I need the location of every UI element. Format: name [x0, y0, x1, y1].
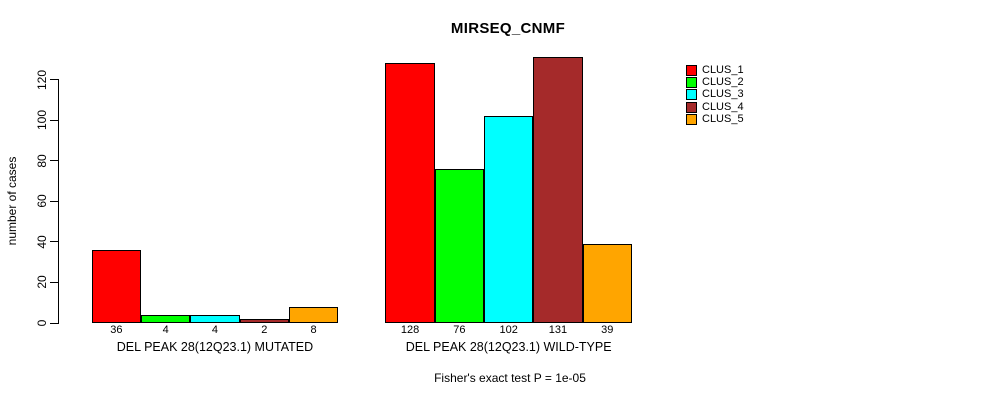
legend-swatch: [686, 101, 697, 113]
y-tick-label: 0: [35, 319, 49, 327]
legend-label: CLUS_3: [702, 88, 744, 101]
y-tick-label: 100: [35, 110, 49, 131]
legend-swatch: [686, 89, 697, 101]
y-axis-line: [58, 79, 59, 324]
legend-label: CLUS_1: [702, 63, 744, 76]
bar-value-label: 128: [400, 324, 420, 336]
bar-clus_1-group1: [91, 250, 141, 323]
legend-item: CLUS_4: [686, 101, 744, 113]
bar-value-label: 8: [310, 324, 317, 336]
legend-swatch: [686, 64, 697, 76]
legend-item: CLUS_5: [686, 114, 744, 126]
y-tick: [50, 160, 58, 162]
legend-label: CLUS_5: [702, 113, 744, 126]
bar-value-label: 36: [110, 324, 123, 336]
y-tick: [50, 322, 58, 324]
y-tick: [50, 281, 58, 283]
legend-item: CLUS_3: [686, 89, 744, 101]
legend-label: CLUS_4: [702, 100, 744, 113]
bar-value-label: 2: [261, 324, 268, 336]
chart-title: MIRSEQ_CNMF: [450, 20, 566, 37]
bar-clus_5-group2: [582, 243, 632, 323]
bar-clus_4-group1: [239, 318, 289, 323]
bar-clus_2-group2: [434, 168, 484, 323]
y-tick: [50, 200, 58, 202]
group-label: DEL PEAK 28(12Q23.1) MUTATED: [116, 340, 314, 354]
bar-value-label: 4: [211, 324, 218, 336]
bar-clus_1-group2: [385, 63, 435, 323]
y-tick: [50, 119, 58, 121]
bar-value-label: 39: [601, 324, 614, 336]
bar-value-label: 102: [499, 324, 518, 336]
fisher-annotation: Fisher's exact test P = 1e-05: [434, 371, 586, 385]
legend-swatch: [686, 77, 697, 89]
y-tick-label: 120: [35, 69, 49, 90]
y-tick-label: 40: [35, 235, 49, 249]
bar-value-label: 76: [453, 324, 466, 336]
bar-clus_3-group2: [484, 116, 534, 323]
legend-label: CLUS_2: [702, 76, 744, 89]
bar-value-label: 131: [548, 324, 568, 336]
legend-item: CLUS_1: [686, 64, 744, 76]
y-axis-title: number of cases: [5, 156, 19, 246]
y-tick: [50, 79, 58, 81]
bar-clus_5-group1: [288, 306, 339, 323]
bar-clus_3-group1: [190, 314, 240, 323]
y-tick: [50, 241, 58, 243]
y-tick-label: 20: [35, 275, 49, 290]
bar-value-label: 4: [162, 324, 169, 336]
group-label: DEL PEAK 28(12Q23.1) WILD-TYPE: [405, 340, 612, 354]
legend-swatch: [686, 114, 697, 126]
legend-item: CLUS_2: [686, 76, 744, 89]
bar-clus_2-group1: [141, 314, 191, 323]
legend: CLUS_1 CLUS_2 CLUS_3 CLUS_4 CLUS_5: [686, 64, 744, 126]
y-tick-label: 60: [35, 194, 49, 209]
bar-clus_4-group2: [533, 57, 583, 323]
y-tick-label: 80: [35, 154, 49, 168]
